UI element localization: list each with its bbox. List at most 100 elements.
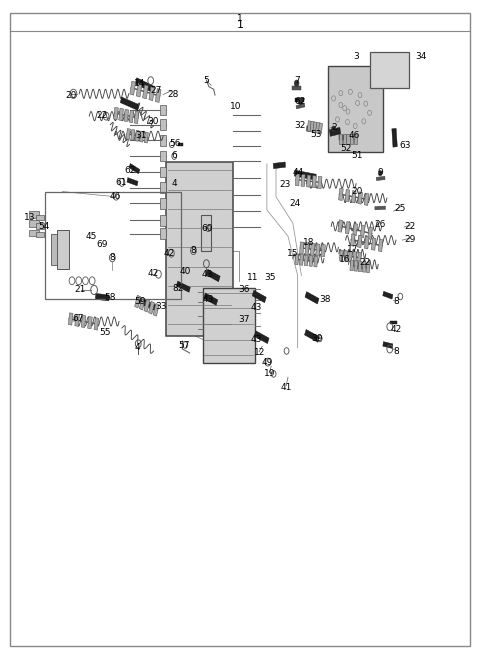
Text: 69: 69 [96,239,108,249]
Bar [36,215,44,220]
Polygon shape [131,129,135,140]
Polygon shape [392,129,397,147]
Polygon shape [362,261,366,272]
Text: 12: 12 [253,348,265,358]
Text: 22: 22 [359,258,371,267]
Text: 5: 5 [204,76,209,85]
Polygon shape [311,243,314,255]
Text: 32: 32 [294,121,306,131]
Polygon shape [383,291,393,299]
Polygon shape [316,244,320,256]
Polygon shape [307,175,311,187]
Polygon shape [135,295,141,308]
Circle shape [294,80,299,87]
Polygon shape [351,191,356,203]
Polygon shape [318,123,323,134]
Polygon shape [304,329,320,342]
Bar [327,66,383,152]
Text: 26: 26 [374,220,386,229]
Polygon shape [301,174,305,186]
Polygon shape [296,104,305,109]
Text: 3: 3 [353,52,359,61]
Polygon shape [206,270,220,281]
Text: 41: 41 [280,382,292,392]
Polygon shape [344,251,348,261]
Text: 1: 1 [237,20,243,30]
Polygon shape [144,299,150,312]
Bar [201,215,211,251]
Polygon shape [294,170,316,180]
Polygon shape [295,254,299,265]
Text: 35: 35 [264,273,276,282]
Text: 23: 23 [279,180,291,190]
Bar [166,162,233,336]
Polygon shape [353,252,357,262]
Polygon shape [140,131,144,142]
Bar [160,105,166,115]
Polygon shape [314,256,318,267]
Text: 58: 58 [105,293,116,302]
Text: 43: 43 [202,295,214,304]
Text: 30: 30 [147,117,158,126]
Polygon shape [350,260,354,271]
Polygon shape [339,250,343,261]
Circle shape [378,171,382,176]
Polygon shape [68,313,73,325]
Bar [370,52,409,88]
Text: 10: 10 [230,102,242,112]
Polygon shape [135,131,139,141]
Text: 67: 67 [72,314,84,323]
Polygon shape [139,298,157,311]
Polygon shape [148,301,155,314]
Text: 22: 22 [405,222,416,231]
Text: 42: 42 [163,249,175,258]
Polygon shape [321,245,325,256]
Polygon shape [364,193,369,205]
Text: 51: 51 [351,151,363,160]
Polygon shape [120,97,139,110]
Polygon shape [300,242,304,254]
Polygon shape [176,281,191,293]
Text: 56: 56 [169,139,181,148]
Polygon shape [254,331,269,344]
Text: 14: 14 [133,79,145,88]
Polygon shape [124,110,129,121]
Text: 42: 42 [148,269,159,278]
Polygon shape [376,176,385,180]
Text: 43: 43 [251,335,262,344]
Polygon shape [350,234,355,246]
Polygon shape [305,243,309,255]
Text: 25: 25 [394,204,406,213]
Polygon shape [149,87,155,100]
Bar [36,232,44,237]
Polygon shape [354,260,358,272]
Polygon shape [364,237,369,249]
Text: 8: 8 [191,246,196,255]
Text: 53: 53 [310,130,322,139]
Text: 7: 7 [294,76,300,85]
Polygon shape [312,176,316,188]
Text: 46: 46 [348,131,360,140]
Text: 82: 82 [173,284,184,293]
Polygon shape [75,314,79,327]
Polygon shape [338,188,343,201]
Polygon shape [368,227,372,239]
Polygon shape [144,132,148,143]
Text: 20: 20 [351,187,363,196]
Text: 55: 55 [99,328,110,337]
Polygon shape [375,206,385,210]
Text: 46: 46 [109,192,121,201]
Polygon shape [127,178,138,186]
Text: 4: 4 [171,178,177,188]
Polygon shape [318,176,322,188]
Polygon shape [153,304,159,316]
Polygon shape [130,81,136,95]
Text: 63: 63 [399,141,410,150]
Text: 57: 57 [179,340,190,350]
Text: 43: 43 [202,270,213,279]
Text: 49: 49 [261,358,273,367]
Polygon shape [358,236,362,247]
Polygon shape [126,129,131,140]
Text: 54: 54 [38,222,50,231]
Text: 9: 9 [377,168,383,177]
